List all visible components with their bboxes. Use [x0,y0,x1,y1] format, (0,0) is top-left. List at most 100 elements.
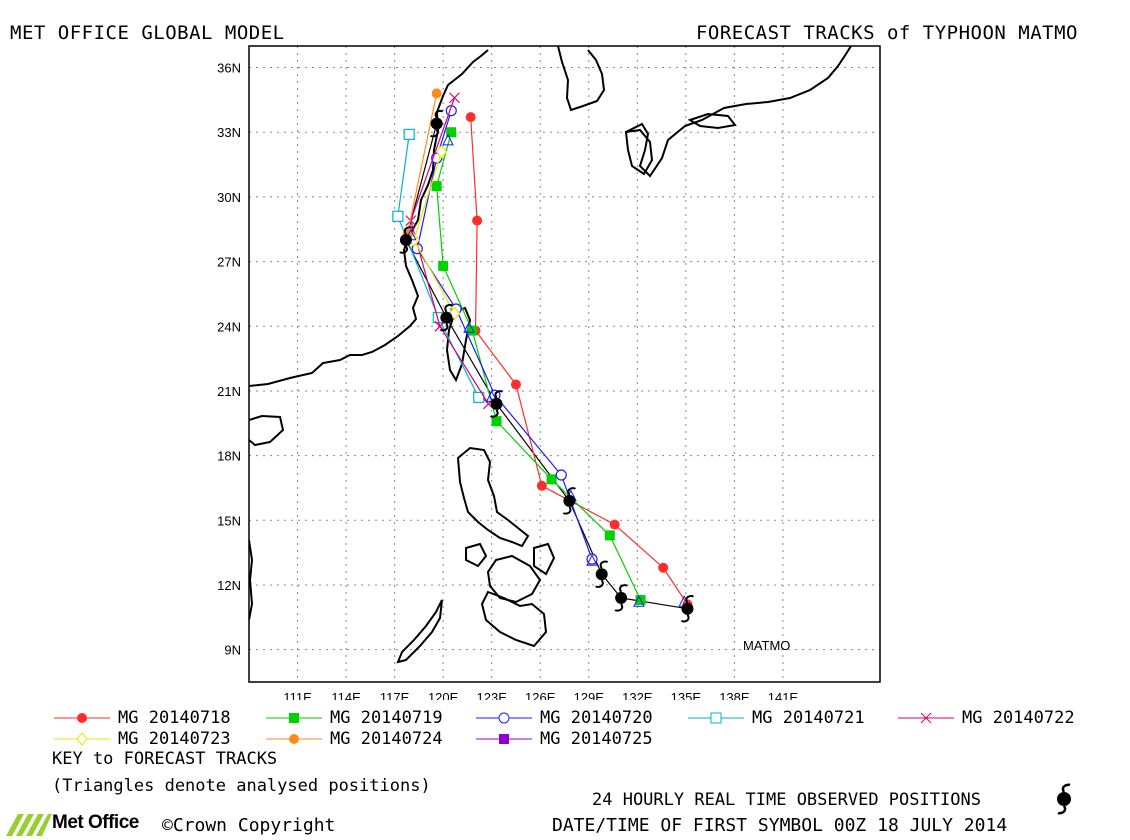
forecast-track-line [410,97,489,405]
observed-typhoon-symbol [614,584,628,612]
met-office-logo-text: Met Office [52,812,139,833]
forecast-track-line [397,134,480,398]
y-tick-labels: 9N 12N 15N 18N 21N 24N 27N 30N 33N 36N [217,61,241,658]
observed-positions-label: 24 HOURLY REAL TIME OBSERVED POSITIONS [592,790,981,810]
forecast-point [431,88,442,99]
legend-label: MG 20140718 [118,708,231,728]
forecast-point [438,260,449,271]
typhoon-eye [399,234,412,247]
forecast-point [467,325,478,336]
x-tick-label: 120E [428,690,459,700]
triangles-note: (Triangles denote analysed positions) [52,776,431,796]
chart-title-left: MET OFFICE GLOBAL MODEL [10,22,285,44]
legend-symbol-20140719 [266,713,322,723]
forecast-track-line [436,132,642,601]
typhoon-eye [440,311,453,324]
typhoon-arm [399,245,408,254]
observed-track [405,123,688,610]
analysed-position-triangle [463,321,475,333]
x-tick-label: 135E [671,690,702,700]
forecast-point [555,469,567,481]
coastline-mindoro [465,542,488,568]
legend-label: MG 20140724 [330,729,443,749]
forecast-point [609,519,620,530]
forecast-track [431,127,646,606]
forecast-track [465,112,693,610]
typhoon-arm [562,506,572,515]
legend-symbol-20140718 [54,713,110,723]
legend-symbol-20140725 [476,734,532,744]
x-tick-label: 117E [380,690,410,700]
observed-typhoon-symbol [680,594,695,623]
y-tick-label: 12N [217,578,241,593]
y-tick-label: 18N [217,449,241,464]
x-tick-label: 132E [622,690,653,700]
y-tick-label: 21N [217,384,241,399]
typhoon-arm [434,109,444,119]
typhoon-eye [490,397,503,410]
typhoon-arm [429,129,439,138]
observed-typhoon-symbol [562,487,577,515]
forecast-track-line [406,93,438,234]
legend-symbol-20140721 [688,712,744,724]
storm-label: MATMO [743,638,790,653]
forecast-point [392,210,404,222]
x-tick-label: 111E [283,690,312,700]
observed-track-line [405,123,688,610]
legend-symbol-20140724 [266,734,322,744]
forecast-point [510,379,521,390]
legend-label: MG 20140725 [540,729,653,749]
coastline-vietnam [249,539,254,621]
x-tick-label: 126E [525,690,556,700]
legend-label: MG 20140722 [962,708,1075,728]
coastline-samar [533,542,556,576]
chart-title-right: FORECAST TRACKS of TYPHOON MATMO [695,22,1078,44]
typhoon-arm [403,226,413,235]
map-grid [249,46,880,682]
legend-symbol-20140723 [54,732,110,746]
forecast-point [435,144,448,159]
analysed-position-triangle [442,133,454,146]
coastline-korea [557,46,606,112]
y-tick-label: 36N [217,61,241,76]
observed-typhoon-symbol [429,109,444,138]
typhoon-eye [681,602,694,615]
observed-symbols [399,109,695,623]
forecast-point [448,306,461,321]
first-symbol-datetime: DATE/TIME OF FIRST SYMBOL 00Z 18 JULY 20… [552,815,1008,836]
y-tick-label: 27N [217,255,241,270]
legend-label: MG 20140721 [752,708,865,728]
typhoon-eye [595,568,608,581]
coastlines [249,46,852,664]
typhoon-arm [567,487,577,496]
y-tick-label: 15N [217,513,241,528]
typhoon-arm [595,579,604,588]
typhoon-arm [494,390,504,399]
coastline-shikoku [687,112,737,130]
typhoon-arm [685,594,695,604]
coastline-japan [625,46,852,178]
forecast-point [431,181,442,192]
typhoon-eye [615,591,628,604]
crown-copyright: ©Crown Copyright [162,815,336,836]
legend-label: MG 20140723 [118,729,231,749]
typhoon-eye [430,117,443,130]
coastline-china [249,49,489,387]
forecast-point [604,530,615,541]
forecast-point [536,480,547,491]
legend-key-label: KEY to FORECAST TRACKS [52,749,278,769]
typhoon-arm [444,303,454,313]
legend-symbol-20140722 [898,712,954,724]
y-tick-label: 24N [217,319,241,334]
observed-typhoon-symbol [399,226,413,254]
typhoon-arm [619,584,628,593]
legend-label: MG 20140720 [540,708,653,728]
forecast-track-line [470,117,688,605]
forecast-point [465,112,476,123]
forecast-track-map: MATMO 111E 114E 117E 120E 123E 126E 129E 132E 13… [217,45,881,700]
coastline-visayas [486,554,542,604]
typhoon-arm [614,603,624,612]
x-tick-label: 129E [574,690,605,700]
x-tick-label: 141E [768,690,799,700]
x-tick-labels: 111E 114E 117E 120E 123E 126E 129E 132E 135E 138E… [283,690,798,700]
